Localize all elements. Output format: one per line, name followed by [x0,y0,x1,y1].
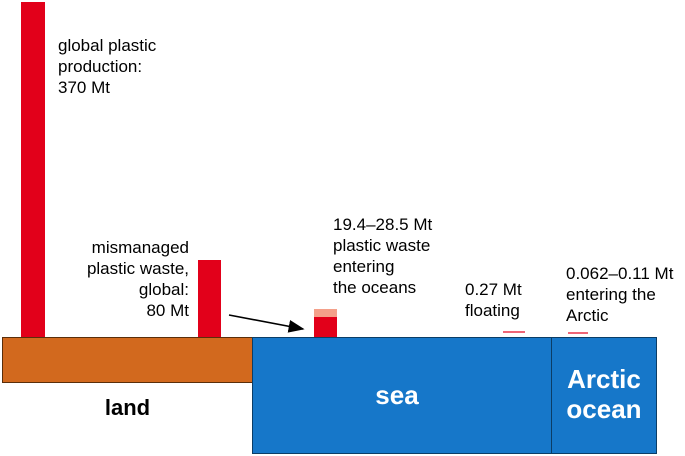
floating-bar [503,331,525,333]
entering-oceans-bar [314,317,337,337]
mismanaged-label: mismanaged plastic waste, global: 80 Mt [86,238,189,320]
sea-zone [252,337,552,454]
mismanaged-bar [198,260,221,337]
entering-oceans-label: 19.4–28.5 Mt plastic waste entering the … [333,215,433,297]
land-label: land [104,395,151,420]
land-zone [2,337,253,383]
arctic-bar [568,332,588,334]
sea-label: sea [375,380,419,410]
arctic-label: Arctic ocean [566,364,642,424]
flow-arrow [228,314,305,333]
arctic-entering-label: 0.062–0.11 Mt entering the Arctic [566,264,674,325]
production-bar [21,2,45,337]
arctic-zone [551,337,657,454]
production-label: global plastic production: 370 Mt [58,36,157,97]
floating-label: 0.27 Mt floating [465,280,522,320]
entering-oceans-range-bar [314,309,337,317]
